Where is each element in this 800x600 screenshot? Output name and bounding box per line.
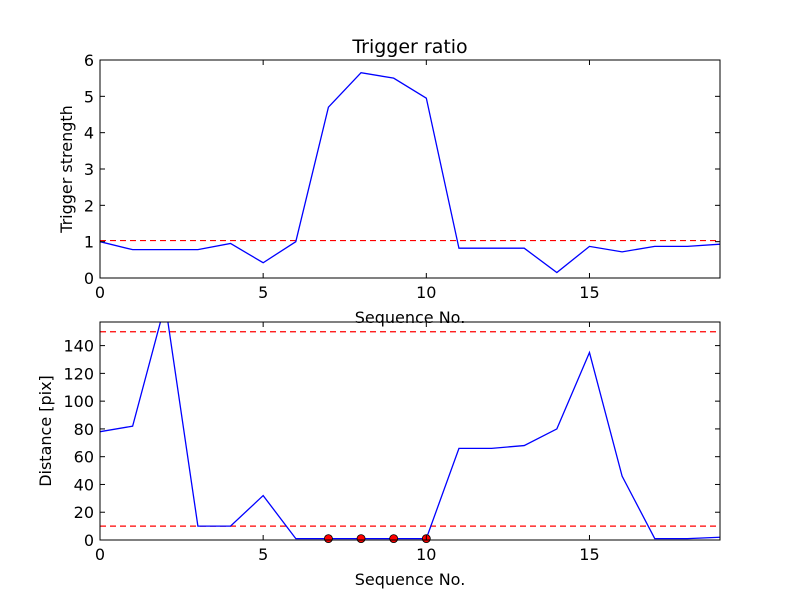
chart1-ytick-label: 3 <box>84 160 94 179</box>
chart2-xlabel: Sequence No. <box>355 570 466 589</box>
chart2-axes-frame <box>99 321 721 541</box>
chart1-ytick-label: 6 <box>84 51 94 70</box>
chart2-xtick-label: 0 <box>95 545 105 564</box>
chart2-ylabel: Distance [pix] <box>36 375 55 487</box>
chart1-xtick-label: 0 <box>95 283 105 302</box>
chart2-ytick-label: 40 <box>74 475 94 494</box>
chart2-series-line <box>100 322 720 540</box>
chart1-xlabel: Sequence No. <box>355 308 466 327</box>
chart2-group: 0 5 10 15 0 20 40 60 80 100 120 140 Sequence No. Dist… <box>36 321 721 589</box>
chart1-ylabel: Trigger strength <box>57 105 76 234</box>
chart2-marker <box>324 534 333 544</box>
chart1-ytick-label: 0 <box>84 269 94 288</box>
chart2-ytick-label: 100 <box>63 392 94 411</box>
chart1-series-line <box>100 72 720 274</box>
chart1-ytick-label: 4 <box>84 124 94 143</box>
chart2-marker <box>389 534 399 544</box>
chart2-ytick-label: 80 <box>74 420 94 439</box>
chart1-title: Trigger ratio <box>351 36 467 58</box>
chart1-ytick-label: 2 <box>84 196 94 215</box>
chart2-xtick-label: 5 <box>258 545 268 564</box>
chart1-xtick-label: 15 <box>579 283 599 302</box>
chart2-ytick-label: 0 <box>84 531 94 550</box>
chart2-ytick-label: 120 <box>63 364 94 383</box>
chart1-ytick-label: 5 <box>84 87 94 106</box>
chart1-ytick-label: 1 <box>84 233 94 252</box>
chart2-xtick-label: 10 <box>416 545 436 564</box>
chart2-marker <box>356 534 366 544</box>
chart2-xtick-label: 15 <box>579 545 599 564</box>
chart2-ytick-label: 20 <box>74 503 94 522</box>
chart1-xtick-label: 10 <box>416 283 436 302</box>
chart1-xtick-label: 5 <box>258 283 268 302</box>
chart2-ytick-label: 60 <box>74 448 94 467</box>
chart2-ytick-label: 140 <box>63 337 94 356</box>
